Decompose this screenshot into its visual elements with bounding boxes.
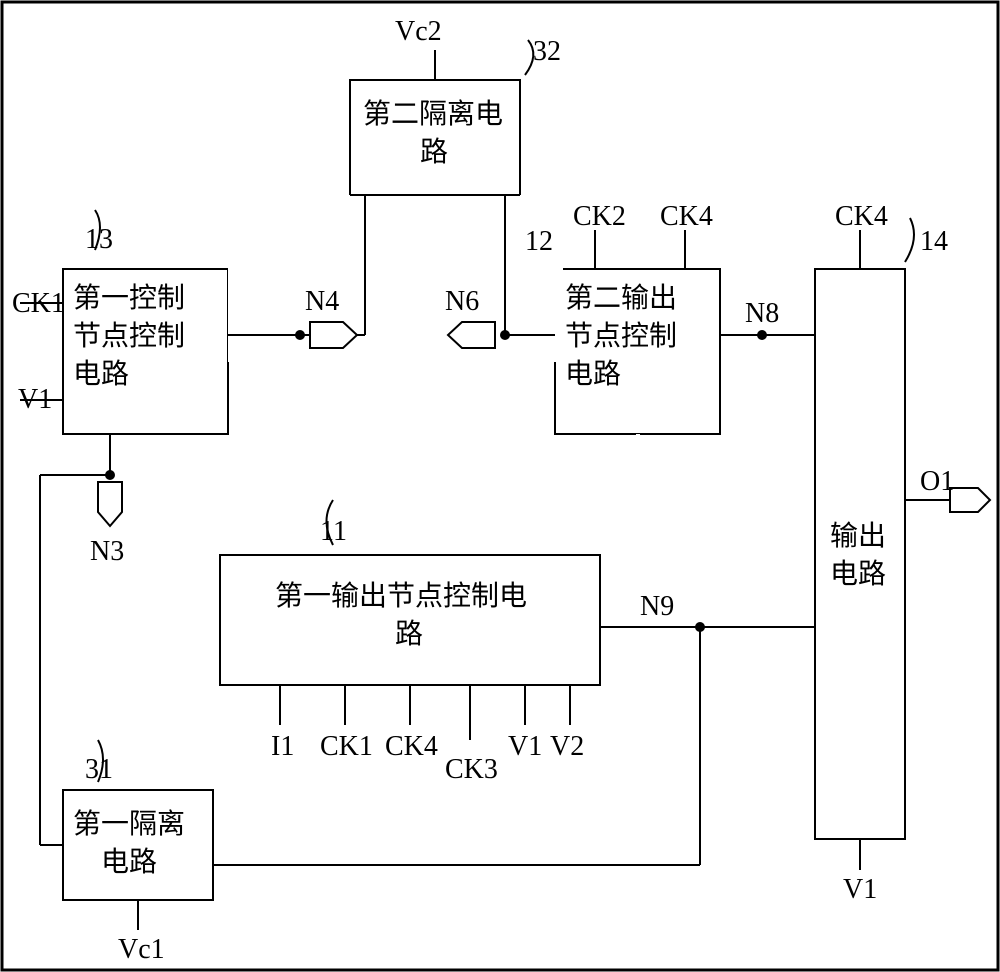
lbl-v1b: V1 bbox=[508, 731, 542, 762]
b12-line1: 第二输出 bbox=[565, 282, 677, 314]
circuit-diagram: 第一控制 节点控制 电路 第二隔离电 路 第二输出 节点控制 电路 输出 电路 … bbox=[0, 0, 1000, 972]
ref-31: 31 bbox=[85, 754, 113, 785]
b12-line3: 电路 bbox=[565, 358, 621, 390]
lbl-n6: N6 bbox=[445, 286, 479, 317]
b31-line1: 第一隔离 bbox=[73, 808, 185, 840]
lbl-ck3b: CK3 bbox=[445, 754, 498, 785]
dot-n9 bbox=[695, 622, 705, 632]
lbl-ck4bot: CK4 bbox=[385, 731, 438, 762]
lbl-v1r: V1 bbox=[843, 874, 877, 905]
lbl-v2b: V2 bbox=[550, 731, 584, 762]
ref-11: 11 bbox=[320, 516, 347, 547]
b13-line3: 电路 bbox=[73, 358, 129, 390]
b31-line2: 电路 bbox=[101, 846, 157, 878]
ref-13: 13 bbox=[85, 224, 113, 255]
b32-line2: 路 bbox=[420, 136, 448, 168]
lbl-ck4a: CK4 bbox=[660, 201, 713, 232]
lbl-vc2: Vc2 bbox=[395, 16, 442, 47]
block-b31 bbox=[63, 790, 213, 900]
lbl-n9: N9 bbox=[640, 591, 674, 622]
lbl-n8: N8 bbox=[745, 298, 779, 329]
lbl-ck1l: CK1 bbox=[12, 288, 65, 319]
ref-14: 14 bbox=[920, 226, 948, 257]
lbl-n4: N4 bbox=[305, 286, 339, 317]
lbl-ck2: CK2 bbox=[573, 201, 626, 232]
lbl-n3: N3 bbox=[90, 536, 124, 567]
lbl-v1l: V1 bbox=[18, 384, 52, 415]
dot-n8 bbox=[757, 330, 767, 340]
b11-line1: 第一输出节点控制电 bbox=[275, 580, 527, 612]
b14-line1: 输出 bbox=[830, 520, 886, 552]
b11-line2: 路 bbox=[395, 618, 423, 650]
ref-32: 32 bbox=[533, 36, 561, 67]
b14-line2: 电路 bbox=[830, 558, 886, 590]
dot-n3 bbox=[105, 470, 115, 480]
b13-line1: 第一控制 bbox=[73, 282, 185, 314]
block-b14 bbox=[815, 269, 905, 839]
lbl-i1: I1 bbox=[271, 731, 294, 762]
b12-line2: 节点控制 bbox=[565, 320, 677, 352]
lbl-vc1: Vc1 bbox=[118, 934, 165, 965]
ref-12: 12 bbox=[525, 226, 553, 257]
lbl-o1: O1 bbox=[920, 466, 954, 497]
b13-line2: 节点控制 bbox=[73, 320, 185, 352]
lbl-ck1b: CK1 bbox=[320, 731, 373, 762]
lbl-ck4b: CK4 bbox=[835, 201, 888, 232]
b32-line1: 第二隔离电 bbox=[363, 98, 503, 130]
